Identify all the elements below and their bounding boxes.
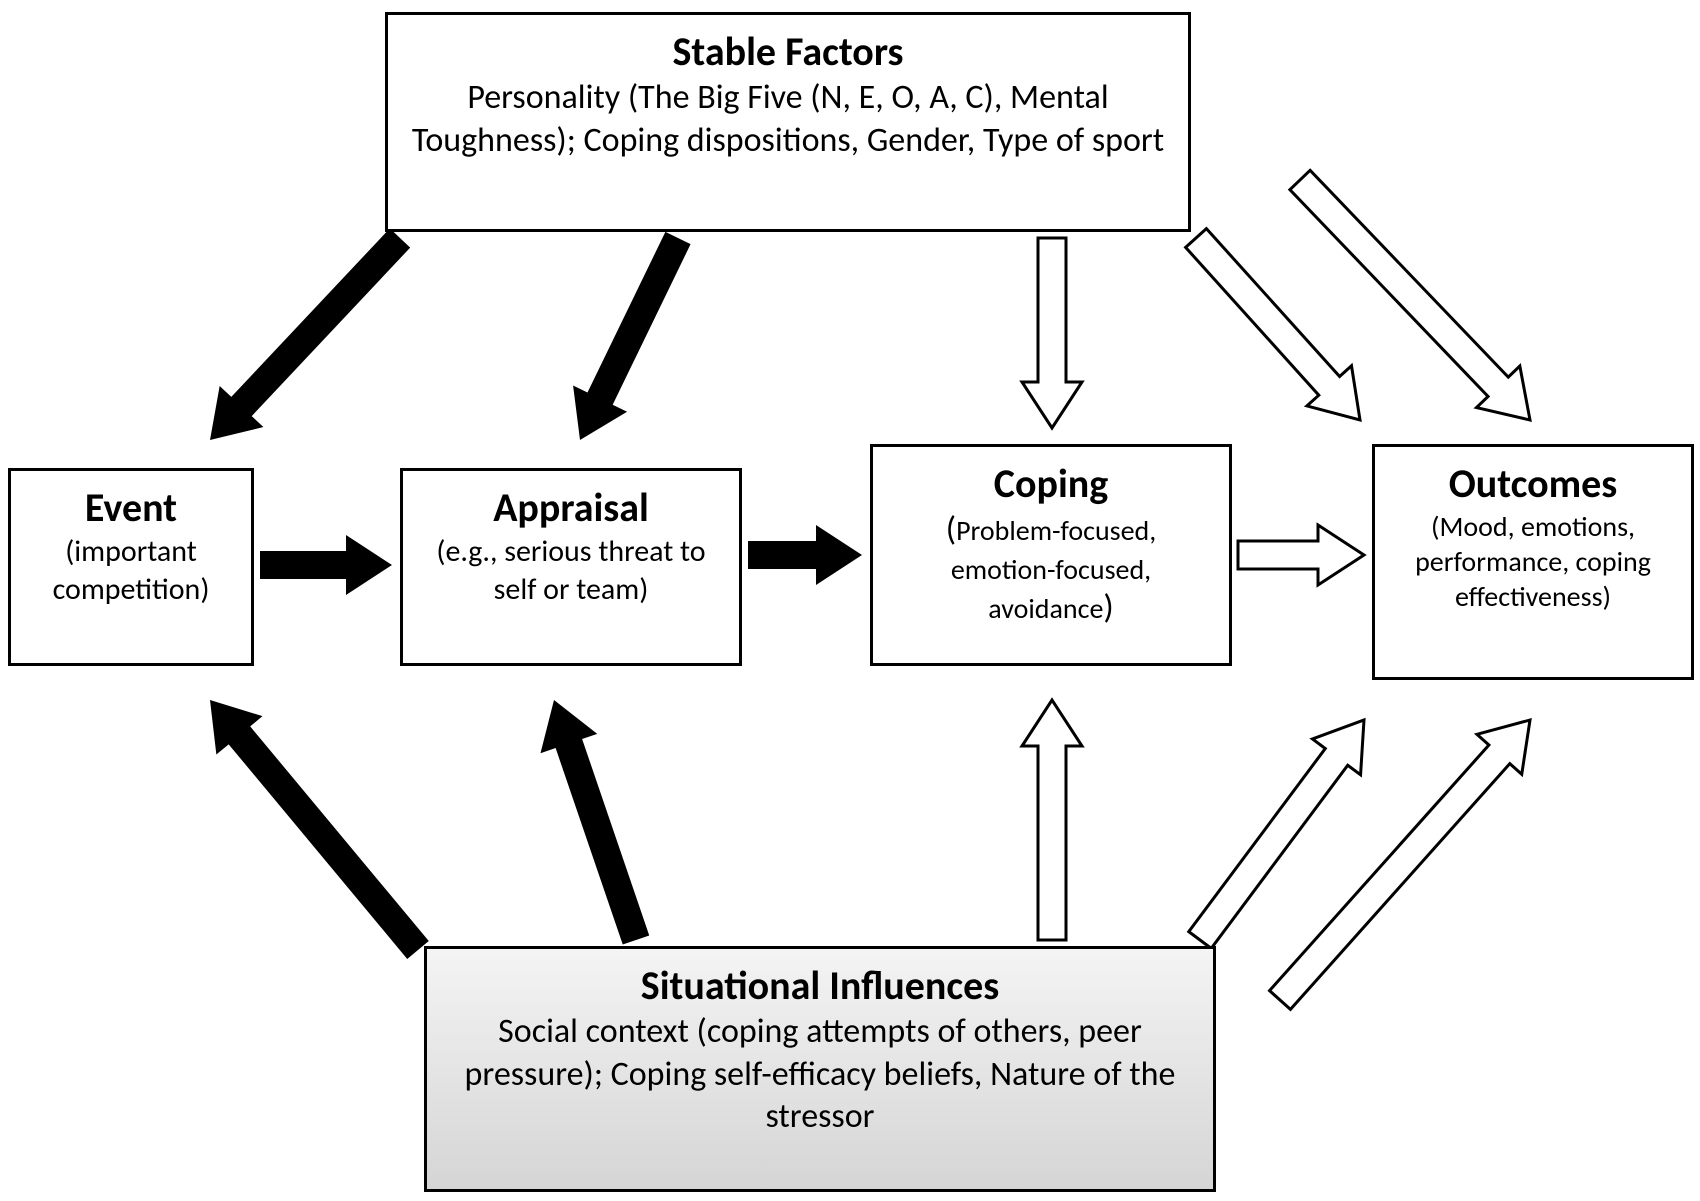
arrow-sit-selfeff-out: [1176, 702, 1388, 958]
arrow-stable-to-coping: [1022, 238, 1082, 428]
node-body: (Mood, emotions, performance, coping eff…: [1393, 509, 1673, 614]
arrow-event-to-appraisal: [260, 535, 392, 595]
node-title: Situational Influences: [445, 961, 1195, 1011]
arrow-sit-to-outcomes: [1258, 700, 1553, 1020]
node-appraisal: Appraisal (e.g., serious threat to self …: [400, 468, 742, 666]
node-body: (e.g., serious threat to self or team): [421, 533, 721, 608]
arrow-sit-to-coping: [1022, 700, 1082, 940]
node-body: Personality (The Big Five (N, E, O, A, C…: [406, 77, 1170, 162]
diagram-canvas: Stable Factors Personality (The Big Five…: [0, 0, 1700, 1201]
node-situational-influences: Situational Influences Social context (c…: [424, 946, 1216, 1192]
node-stable-factors: Stable Factors Personality (The Big Five…: [385, 12, 1191, 232]
node-body: (important competition): [29, 533, 233, 608]
node-event: Event (important competition): [8, 468, 254, 666]
node-title: Outcomes: [1393, 459, 1673, 509]
arrow-stable-to-event: [188, 217, 422, 460]
node-title: Event: [29, 483, 233, 533]
node-outcomes: Outcomes (Mood, emotions, performance, c…: [1372, 444, 1694, 680]
arrow-sit-to-appraisal: [526, 690, 665, 949]
node-title: Coping: [891, 459, 1211, 509]
arrow-stable-selfeff-out: [1174, 218, 1383, 440]
node-coping: Coping (Problem-focused, emotion-focused…: [870, 444, 1232, 666]
node-title: Stable Factors: [406, 27, 1170, 77]
arrow-stable-to-appraisal: [553, 225, 705, 453]
arrow-appraisal-to-coping: [748, 525, 862, 585]
arrow-coping-to-outcomes: [1238, 525, 1364, 585]
coping-body-inner: Problem-focused, emotion-focused, avoida…: [951, 513, 1156, 626]
arrow-sit-to-event: [187, 681, 441, 969]
node-body: Social context (coping attempts of other…: [445, 1011, 1195, 1139]
node-body: (Problem-focused, emotion-focused, avoid…: [891, 509, 1211, 629]
paren-open: (: [946, 509, 956, 550]
arrow-stable-to-outcomes: [1278, 159, 1551, 441]
node-title: Appraisal: [421, 483, 721, 533]
paren-close: ): [1103, 587, 1113, 628]
